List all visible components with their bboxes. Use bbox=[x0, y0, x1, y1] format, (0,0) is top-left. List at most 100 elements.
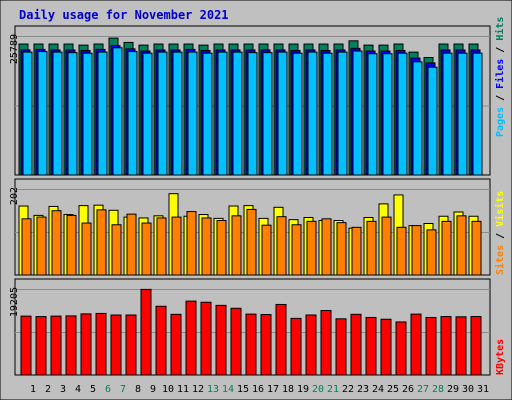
kbytes-bar bbox=[215, 304, 227, 376]
x-tick-label: 2 bbox=[45, 384, 51, 395]
pages-bar bbox=[427, 66, 438, 176]
kbytes-bar bbox=[200, 301, 212, 376]
x-tick-label: 30 bbox=[462, 384, 474, 395]
x-tick-label: 14 bbox=[222, 384, 234, 395]
chart-title: Daily usage for November 2021 bbox=[19, 8, 229, 22]
sites-bar bbox=[66, 214, 77, 276]
sites-bar bbox=[126, 213, 137, 276]
pages-bar bbox=[52, 51, 63, 176]
legend: Pages / Files / Hits bbox=[494, 17, 506, 137]
x-tick-label: 8 bbox=[135, 384, 141, 395]
sites-bar bbox=[366, 220, 377, 276]
kbytes-bar bbox=[65, 315, 77, 376]
x-tick-label: 20 bbox=[312, 384, 324, 395]
x-tick-label: 17 bbox=[267, 384, 279, 395]
sites-bar bbox=[246, 208, 257, 276]
x-tick-label: 1 bbox=[30, 384, 36, 395]
pages-bar bbox=[112, 47, 123, 176]
legend-visits: Visits bbox=[494, 191, 506, 227]
sites-bar bbox=[96, 209, 107, 276]
pages-bar bbox=[412, 61, 423, 176]
x-tick-label: 9 bbox=[150, 384, 156, 395]
x-tick-label: 28 bbox=[432, 384, 444, 395]
sites-bar bbox=[36, 216, 47, 276]
kbytes-bar bbox=[155, 305, 167, 376]
legend-files: Files bbox=[494, 59, 506, 89]
kbytes-bar bbox=[425, 316, 437, 376]
kbytes-bar bbox=[185, 300, 197, 376]
kbytes-bar bbox=[125, 314, 137, 376]
sites-bar bbox=[81, 222, 92, 276]
pages-bar bbox=[367, 53, 378, 176]
kbytes-bar bbox=[305, 314, 317, 376]
sites-bar bbox=[381, 216, 392, 276]
pages-bar bbox=[292, 52, 303, 176]
pages-bar bbox=[187, 51, 198, 176]
legend-separator: / bbox=[495, 227, 506, 245]
kbytes-bar bbox=[395, 321, 407, 376]
pages-bar bbox=[37, 51, 48, 176]
x-tick-label: 29 bbox=[447, 384, 459, 395]
x-tick-label: 21 bbox=[327, 384, 339, 395]
legend-separator: / bbox=[495, 89, 506, 107]
pages-bar bbox=[67, 52, 78, 176]
kbytes-bar bbox=[35, 316, 47, 376]
sites-bar bbox=[141, 222, 152, 276]
x-tick-label: 5 bbox=[90, 384, 96, 395]
legend-separator: / bbox=[495, 41, 506, 59]
pages-bar bbox=[97, 51, 108, 176]
kbytes-bar bbox=[245, 313, 257, 376]
legend: KBytes bbox=[495, 339, 506, 375]
sites-bar bbox=[231, 215, 242, 276]
sites-bar bbox=[291, 224, 302, 276]
legend-labels: Pages / Files / Hits Sites / Visits KBytes bbox=[494, 17, 506, 375]
sites-bar bbox=[21, 218, 32, 276]
y-axis-max-labels: 25789 202 19205 bbox=[9, 34, 20, 317]
x-tick-label: 7 bbox=[120, 384, 126, 395]
sites-bar bbox=[51, 210, 62, 276]
x-tick-label: 4 bbox=[75, 384, 81, 395]
kbytes-bar bbox=[20, 315, 32, 376]
pages-bar bbox=[157, 51, 168, 176]
sites-bar bbox=[456, 215, 467, 276]
x-tick-label: 10 bbox=[162, 384, 174, 395]
legend: Sites / Visits bbox=[494, 191, 506, 275]
pages-bar bbox=[457, 52, 468, 176]
pages-bar bbox=[247, 52, 258, 176]
y-max-label: 19205 bbox=[9, 287, 20, 317]
kbytes-bar bbox=[335, 318, 347, 376]
kbytes-bar bbox=[410, 313, 422, 376]
legend-pages: Pages bbox=[495, 107, 506, 137]
x-axis-tick-labels: 1 2 3 4 5 6 7 8 9 10 11 12 13 14 15 16 17 18 19 20 21 22 23 24 2… bbox=[30, 384, 489, 395]
x-tick-label: 26 bbox=[402, 384, 414, 395]
x-tick-label: 15 bbox=[237, 384, 249, 395]
pages-bar bbox=[337, 51, 348, 176]
kbytes-bar bbox=[350, 313, 362, 376]
x-tick-label: 3 bbox=[60, 384, 66, 395]
sites-bar bbox=[426, 229, 437, 276]
kbytes-bar bbox=[260, 314, 272, 376]
pages-bar bbox=[277, 51, 288, 176]
kbytes-bar bbox=[170, 313, 182, 376]
pages-bar bbox=[322, 52, 333, 176]
x-tick-label: 25 bbox=[387, 384, 399, 395]
kbytes-bar bbox=[50, 315, 62, 376]
pages-bar bbox=[472, 52, 483, 176]
kbytes-bar bbox=[440, 316, 452, 376]
sites-bar bbox=[411, 225, 422, 276]
legend-hits: Hits bbox=[494, 17, 506, 41]
pages-bar bbox=[307, 51, 318, 176]
sites-bar bbox=[111, 224, 122, 276]
kbytes-bar bbox=[140, 288, 152, 376]
x-tick-label: 27 bbox=[417, 384, 429, 395]
kbytes-bar bbox=[365, 316, 377, 376]
sites-bar bbox=[171, 216, 182, 276]
sites-bar bbox=[321, 218, 332, 276]
kbytes-bar bbox=[110, 314, 122, 376]
kbytes-bar bbox=[230, 307, 242, 376]
y-max-label: 202 bbox=[9, 187, 20, 205]
pages-bar bbox=[382, 53, 393, 176]
pages-bar bbox=[442, 52, 453, 176]
pages-bar bbox=[172, 51, 183, 176]
